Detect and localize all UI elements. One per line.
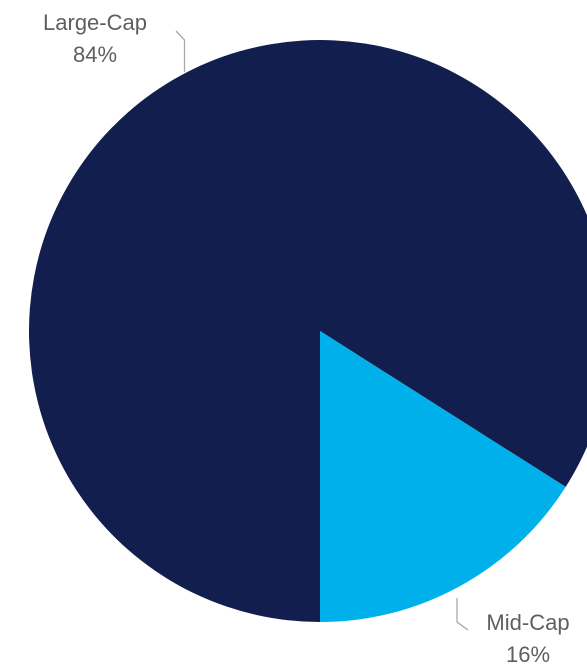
slice-value-large-cap: 84% xyxy=(73,42,117,67)
pie-slice-large-cap xyxy=(29,40,587,622)
slice-name-mid-cap: Mid-Cap xyxy=(486,610,569,635)
pie-slices xyxy=(29,40,587,622)
slice-name-large-cap: Large-Cap xyxy=(43,10,147,35)
leader-line-mid-cap xyxy=(456,598,469,631)
leader-line-large-cap xyxy=(175,30,186,72)
slice-value-mid-cap: 16% xyxy=(506,642,550,667)
slice-labels: Large-Cap 84% Mid-Cap 16% xyxy=(43,10,570,667)
leader-lines xyxy=(175,30,469,631)
pie-slice-mid-cap xyxy=(320,331,566,622)
